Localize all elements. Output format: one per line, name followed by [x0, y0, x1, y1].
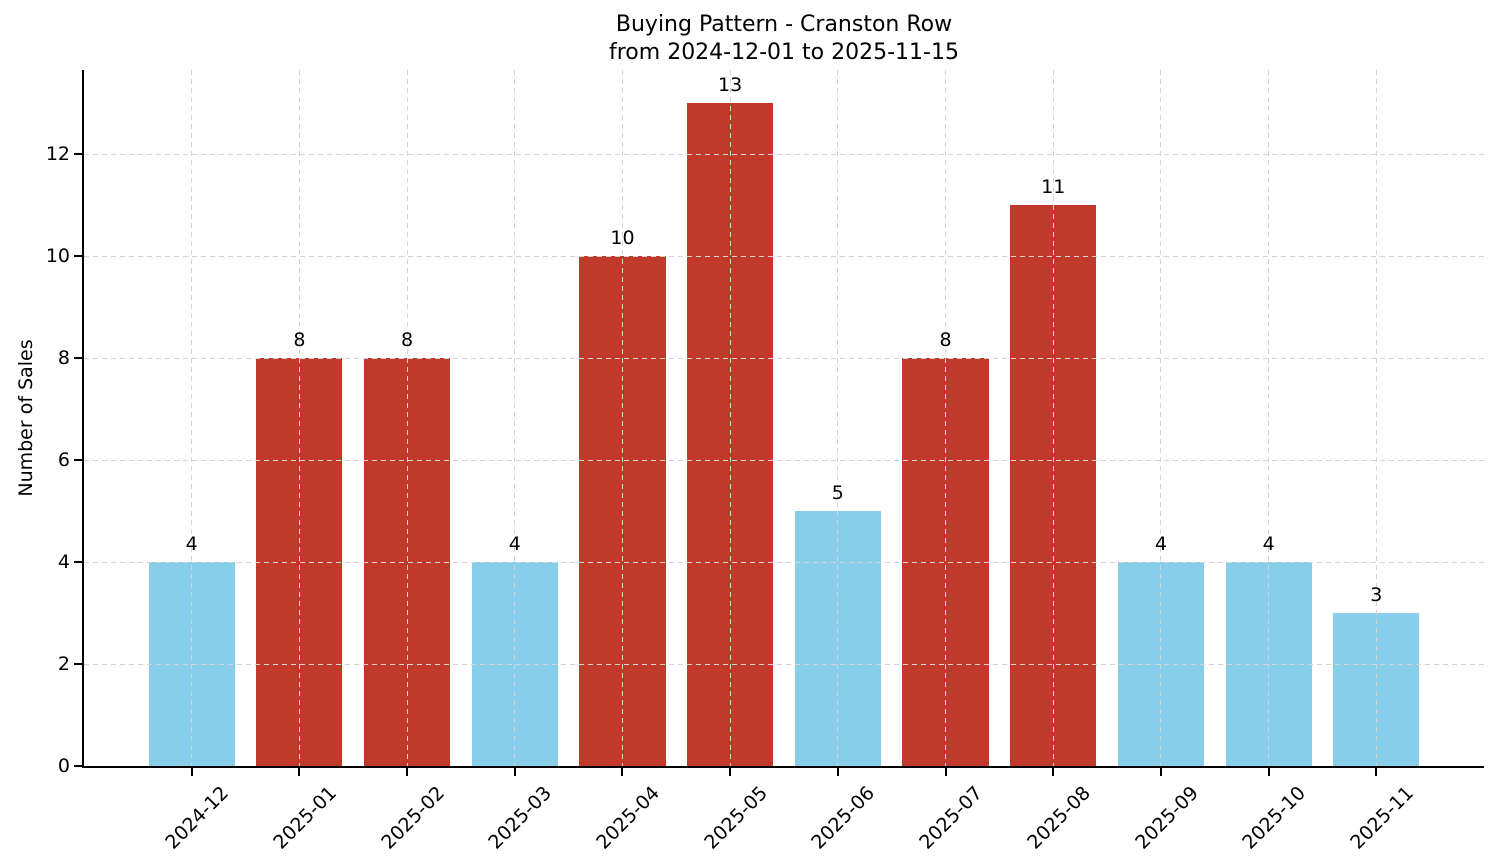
x-tick-2025-01 [298, 768, 301, 776]
x-tick-2024-12 [190, 768, 193, 776]
x-tick-2025-08 [1052, 768, 1055, 776]
chart-title-block: Buying Pattern - Cranston Row from 2024-… [84, 11, 1484, 67]
x-tick-label-2025-01: 2025-01 [269, 782, 341, 854]
x-tick-label-2024-12: 2024-12 [161, 782, 234, 854]
y-tick-12 [74, 153, 82, 156]
x-tick-2025-03 [513, 768, 516, 776]
y-axis-spine [82, 70, 84, 768]
gridline-v-2025-11 [1375, 70, 1377, 766]
y-tick-label-2: 2 [57, 653, 70, 676]
y-tick-4 [74, 561, 82, 564]
chart-subtitle: from 2024-12-01 to 2025-11-15 [609, 40, 959, 65]
bar-value-label-2025-11: 3 [1370, 584, 1383, 607]
bar-value-label-2025-04: 10 [610, 227, 635, 250]
x-tick-2025-07 [944, 768, 947, 776]
x-tick-label-2025-07: 2025-07 [915, 782, 988, 854]
x-tick-2025-05 [729, 768, 732, 776]
gridline-v-2025-09 [1160, 70, 1162, 766]
x-tick-label-2025-05: 2025-05 [700, 782, 772, 854]
chart-title: Buying Pattern - Cranston Row [615, 12, 953, 37]
x-tick-2025-04 [621, 768, 624, 776]
bar-value-label-2025-10: 4 [1262, 533, 1275, 556]
gridline-v-2025-10 [1268, 70, 1270, 766]
gridline-v-2025-03 [514, 70, 516, 766]
gridline-h-12 [84, 153, 1484, 155]
gridline-v-2025-01 [298, 70, 300, 766]
gridline-v-2025-05 [729, 70, 731, 766]
bar-value-label-2025-03: 4 [508, 533, 521, 556]
bar-value-label-2025-02: 8 [401, 329, 414, 352]
y-axis-label: Number of Sales [15, 339, 37, 497]
bar-value-label-2024-12: 4 [185, 533, 198, 556]
x-tick-label-2025-06: 2025-06 [807, 782, 880, 854]
y-tick-label-0: 0 [57, 755, 70, 777]
x-tick-label-2025-09: 2025-09 [1130, 782, 1203, 854]
gridline-v-2025-06 [837, 70, 839, 766]
bar-value-label-2025-05: 13 [718, 74, 743, 97]
x-tick-2025-06 [836, 768, 839, 776]
y-tick-2 [74, 663, 82, 666]
x-tick-label-2025-08: 2025-08 [1023, 782, 1095, 854]
plot-area: 4 8 8 4 10 13 5 8 11 4 4 3 [84, 70, 1484, 766]
x-tick-label-2025-11: 2025-11 [1346, 782, 1418, 854]
x-tick-label-2025-04: 2025-04 [592, 782, 665, 854]
y-tick-label-6: 6 [57, 449, 70, 472]
bar-value-label-2025-01: 8 [293, 329, 306, 352]
gridline-h-10 [84, 255, 1484, 257]
gridline-v-2025-07 [945, 70, 947, 766]
x-tick-2025-09 [1159, 768, 1162, 776]
y-tick-label-4: 4 [57, 551, 70, 574]
x-axis-spine [82, 766, 1484, 768]
bar-value-label-2025-08: 11 [1041, 176, 1066, 199]
gridline-v-2025-04 [621, 70, 623, 766]
gridline-v-2025-02 [406, 70, 408, 766]
bar-value-label-2025-07: 8 [939, 329, 952, 352]
gridline-h-6 [84, 459, 1484, 461]
y-tick-label-10: 10 [45, 245, 70, 268]
gridline-h-2 [84, 663, 1484, 665]
x-tick-2025-11 [1375, 768, 1378, 776]
y-tick-label-12: 12 [45, 143, 70, 166]
x-tick-2025-02 [406, 768, 409, 776]
y-tick-0 [74, 765, 82, 767]
x-tick-label-2025-02: 2025-02 [376, 782, 449, 854]
y-tick-6 [74, 459, 82, 462]
gridline-v-2024-12 [191, 70, 193, 766]
x-tick-2025-10 [1267, 768, 1270, 776]
bar-value-label-2025-06: 5 [831, 482, 844, 505]
gridline-v-2025-08 [1052, 70, 1054, 766]
y-tick-label-8: 8 [57, 347, 70, 370]
x-tick-label-2025-03: 2025-03 [484, 782, 557, 854]
y-tick-8 [74, 357, 82, 360]
x-tick-label-2025-10: 2025-10 [1238, 782, 1311, 854]
gridline-h-4 [84, 561, 1484, 563]
gridline-h-8 [84, 357, 1484, 359]
bar-value-label-2025-09: 4 [1154, 533, 1167, 556]
y-tick-10 [74, 255, 82, 258]
